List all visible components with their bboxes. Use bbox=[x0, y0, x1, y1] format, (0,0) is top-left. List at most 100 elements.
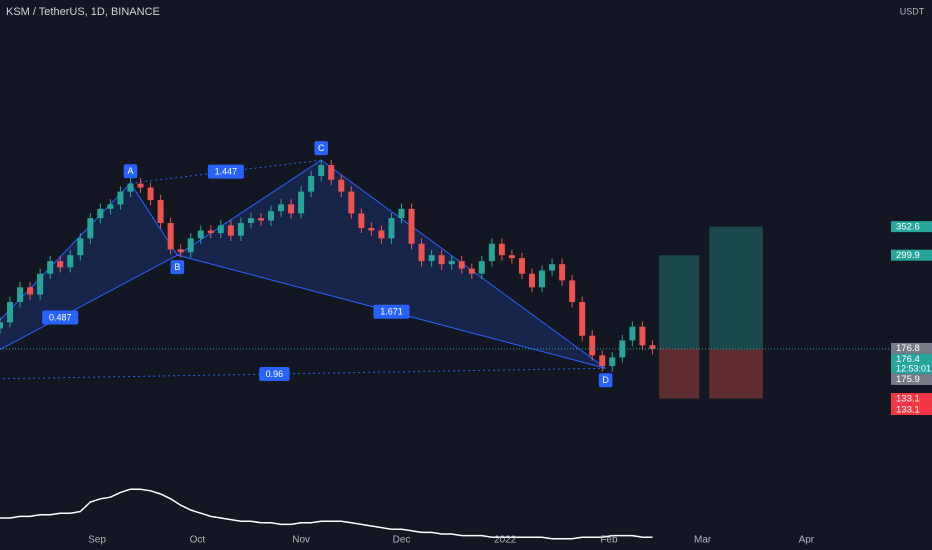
candle-body bbox=[117, 191, 124, 205]
candle-body bbox=[639, 326, 646, 346]
candle-body bbox=[47, 261, 54, 274]
candle-body bbox=[67, 255, 74, 268]
candle-body bbox=[217, 225, 224, 234]
candle-body bbox=[57, 261, 64, 268]
candle-body bbox=[498, 243, 505, 256]
candle-body bbox=[107, 204, 114, 209]
pattern-point-label: D bbox=[602, 375, 609, 385]
candle-body bbox=[579, 302, 586, 336]
candle-body bbox=[539, 270, 546, 288]
candle-body bbox=[227, 225, 234, 236]
candle-body bbox=[207, 230, 214, 234]
candle-body bbox=[127, 183, 134, 192]
candle-body bbox=[137, 183, 144, 188]
candle-body bbox=[97, 208, 104, 219]
candle-body bbox=[488, 243, 495, 262]
candle-body bbox=[318, 165, 325, 176]
candle-body bbox=[268, 211, 275, 221]
price-label-bg bbox=[891, 393, 932, 405]
pattern-ratio: 0.487 bbox=[49, 312, 72, 322]
pattern-point-label: B bbox=[174, 262, 180, 272]
pattern-point-label-box bbox=[598, 373, 613, 388]
candle-body bbox=[428, 255, 435, 262]
chart-title: KSM / TetherUS, 1D, BINANCE bbox=[6, 6, 160, 18]
profit-zone bbox=[659, 255, 700, 349]
price-label-bg bbox=[891, 249, 932, 261]
volume-pane bbox=[0, 488, 653, 540]
price-label: 133.1 bbox=[896, 404, 920, 415]
pattern-ratio: 1.671 bbox=[380, 307, 403, 317]
candle-body bbox=[649, 345, 656, 349]
x-tick-label: Mar bbox=[694, 535, 712, 546]
candle-body bbox=[569, 280, 576, 303]
candle-body bbox=[237, 222, 244, 236]
profit-zone bbox=[709, 226, 763, 350]
price-label-bg bbox=[891, 342, 932, 354]
currency-label: USDT bbox=[900, 6, 925, 16]
pattern-ratio: 1.447 bbox=[215, 167, 238, 177]
x-tick-label: Nov bbox=[292, 535, 310, 546]
candle-body bbox=[559, 264, 566, 281]
pattern-ratio-box bbox=[42, 310, 79, 325]
pattern-ratio-box bbox=[259, 367, 290, 382]
candle-body bbox=[308, 175, 315, 192]
x-tick-label: Feb bbox=[600, 535, 618, 546]
candle-body bbox=[328, 165, 335, 180]
candle-body bbox=[629, 326, 636, 341]
price-label: 352.6 bbox=[896, 221, 920, 232]
price-label: 176.4 bbox=[896, 354, 920, 365]
candle-body bbox=[609, 357, 616, 367]
candle-body bbox=[197, 230, 204, 239]
candle-body bbox=[288, 204, 295, 214]
pattern-point-label-box bbox=[170, 260, 185, 275]
price-label: 175.9 bbox=[896, 374, 920, 385]
candle-body bbox=[87, 218, 94, 239]
candle-body bbox=[619, 340, 626, 358]
candle-body bbox=[147, 187, 154, 201]
candle-body bbox=[408, 208, 415, 244]
pattern-point-label: A bbox=[127, 166, 133, 176]
candle-body bbox=[388, 218, 395, 239]
candle-body bbox=[348, 191, 355, 214]
pattern-ratio-box bbox=[373, 304, 410, 319]
candle-body bbox=[77, 238, 84, 256]
candle-body bbox=[468, 268, 475, 274]
candle-body bbox=[167, 222, 174, 250]
candle-body bbox=[458, 261, 465, 269]
candle-body bbox=[448, 261, 455, 265]
countdown-label: 12:53:01 bbox=[896, 363, 931, 373]
price-label: 176.8 bbox=[896, 343, 920, 354]
candle-body bbox=[7, 302, 14, 323]
candle-body bbox=[338, 179, 345, 192]
candle-body bbox=[257, 218, 264, 221]
pattern-point-label-box bbox=[314, 141, 329, 156]
loss-zone bbox=[709, 349, 763, 399]
axis-bg bbox=[890, 0, 932, 550]
volume-ma-line bbox=[0, 488, 653, 540]
pattern-ratio-box bbox=[207, 164, 244, 179]
price-label-bg bbox=[891, 221, 932, 233]
candle-body bbox=[599, 355, 606, 367]
candle-body bbox=[368, 227, 375, 231]
candles bbox=[0, 159, 890, 372]
price-label: 299.9 bbox=[896, 250, 920, 261]
candle-body bbox=[17, 287, 24, 303]
candle-body bbox=[27, 287, 34, 295]
candle-body bbox=[398, 208, 405, 219]
x-tick-label: 2022 bbox=[494, 535, 517, 546]
candle-body bbox=[508, 255, 515, 259]
pattern-point-label: C bbox=[318, 143, 325, 153]
x-tick-label: Oct bbox=[190, 535, 206, 546]
candle-body bbox=[278, 204, 285, 212]
candle-body bbox=[378, 230, 385, 239]
candle-body bbox=[438, 255, 445, 265]
candle-body bbox=[0, 322, 3, 329]
candle-body bbox=[177, 249, 184, 253]
candle-body bbox=[418, 243, 425, 262]
price-label: 133.1 bbox=[896, 393, 920, 404]
candle-body bbox=[37, 273, 44, 295]
candle-body bbox=[549, 264, 556, 271]
